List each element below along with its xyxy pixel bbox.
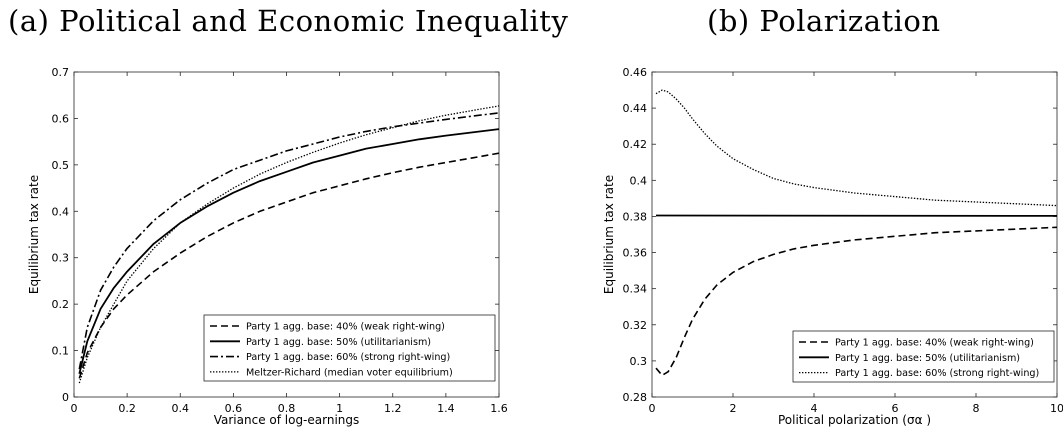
y-tick-label: 0.36	[623, 247, 648, 260]
y-tick-label: 0	[62, 391, 69, 404]
x-tick-label: 0	[71, 402, 78, 415]
series-line-1	[78, 152, 499, 379]
x-tick-label: 1	[336, 402, 343, 415]
legend-entry-3: Party 1 agg. base: 60% (strong right-win…	[246, 352, 450, 363]
legend-box	[203, 314, 496, 382]
y-tick-label: 0.6	[52, 112, 70, 125]
y-tick-label: 0.34	[623, 283, 648, 296]
x-tick-label: 1.4	[437, 402, 455, 415]
legend-entry-2: Party 1 agg. base: 50% (utilitarianism)	[246, 337, 431, 348]
x-tick-label: 6	[892, 402, 899, 415]
series-line-4	[78, 105, 499, 384]
x-tick-label: 1.2	[384, 402, 402, 415]
y-tick-label: 0.42	[623, 138, 648, 151]
x-axis-label: Political polarization (σα )	[778, 413, 931, 427]
y-axis-label: Equilibrium tax rate	[602, 175, 616, 294]
panel-a-title: (a) Political and Economic Inequality	[8, 4, 569, 38]
series-line-3	[655, 89, 1057, 207]
y-tick-label: 0.3	[630, 355, 648, 368]
y-tick-label: 0.5	[52, 159, 70, 172]
series-line-2	[78, 128, 499, 375]
y-tick-label: 0.4	[630, 174, 648, 187]
y-axis-label: Equilibrium tax rate	[27, 175, 41, 294]
series-line-3	[78, 112, 499, 370]
legend-entry-1: Party 1 agg. base: 40% (weak right-wing)	[835, 338, 1034, 349]
x-tick-label: 4	[811, 402, 818, 415]
y-tick-label: 0.32	[623, 319, 648, 332]
y-tick-label: 0.3	[52, 252, 70, 265]
x-tick-label: 0	[649, 402, 656, 415]
plot-frame	[651, 71, 1058, 398]
x-tick-label: 2	[730, 402, 737, 415]
x-tick-label: 10	[1050, 402, 1063, 415]
legend-entry-2: Party 1 agg. base: 50% (utilitarianism)	[835, 353, 1020, 364]
x-tick-label: 0.6	[225, 402, 243, 415]
y-tick-label: 0.44	[623, 102, 648, 115]
x-tick-label: 0.4	[172, 402, 190, 415]
y-tick-label: 0.38	[623, 210, 648, 223]
y-tick-label: 0.4	[52, 205, 70, 218]
y-tick-label: 0.46	[623, 66, 648, 79]
legend-entry-4: Meltzer-Richard (median voter equilibriu…	[246, 367, 453, 378]
x-tick-label: 8	[973, 402, 980, 415]
series-line-1	[655, 226, 1057, 377]
y-tick-label: 0.2	[52, 298, 70, 311]
panel-b-title: (b) Polarization	[707, 4, 941, 38]
legend-entry-3: Party 1 agg. base: 60% (strong right-win…	[835, 368, 1039, 379]
y-tick-label: 0.1	[52, 345, 70, 358]
x-axis-label: Variance of log-earnings	[214, 413, 360, 427]
legend-box	[792, 330, 1055, 383]
x-tick-label: 0.2	[118, 402, 136, 415]
y-tick-label: 0.28	[623, 391, 648, 404]
x-tick-label: 1.6	[490, 402, 508, 415]
legend-entry-1: Party 1 agg. base: 40% (weak right-wing)	[246, 322, 445, 333]
y-tick-label: 0.7	[52, 66, 70, 79]
x-tick-label: 0.8	[278, 402, 296, 415]
